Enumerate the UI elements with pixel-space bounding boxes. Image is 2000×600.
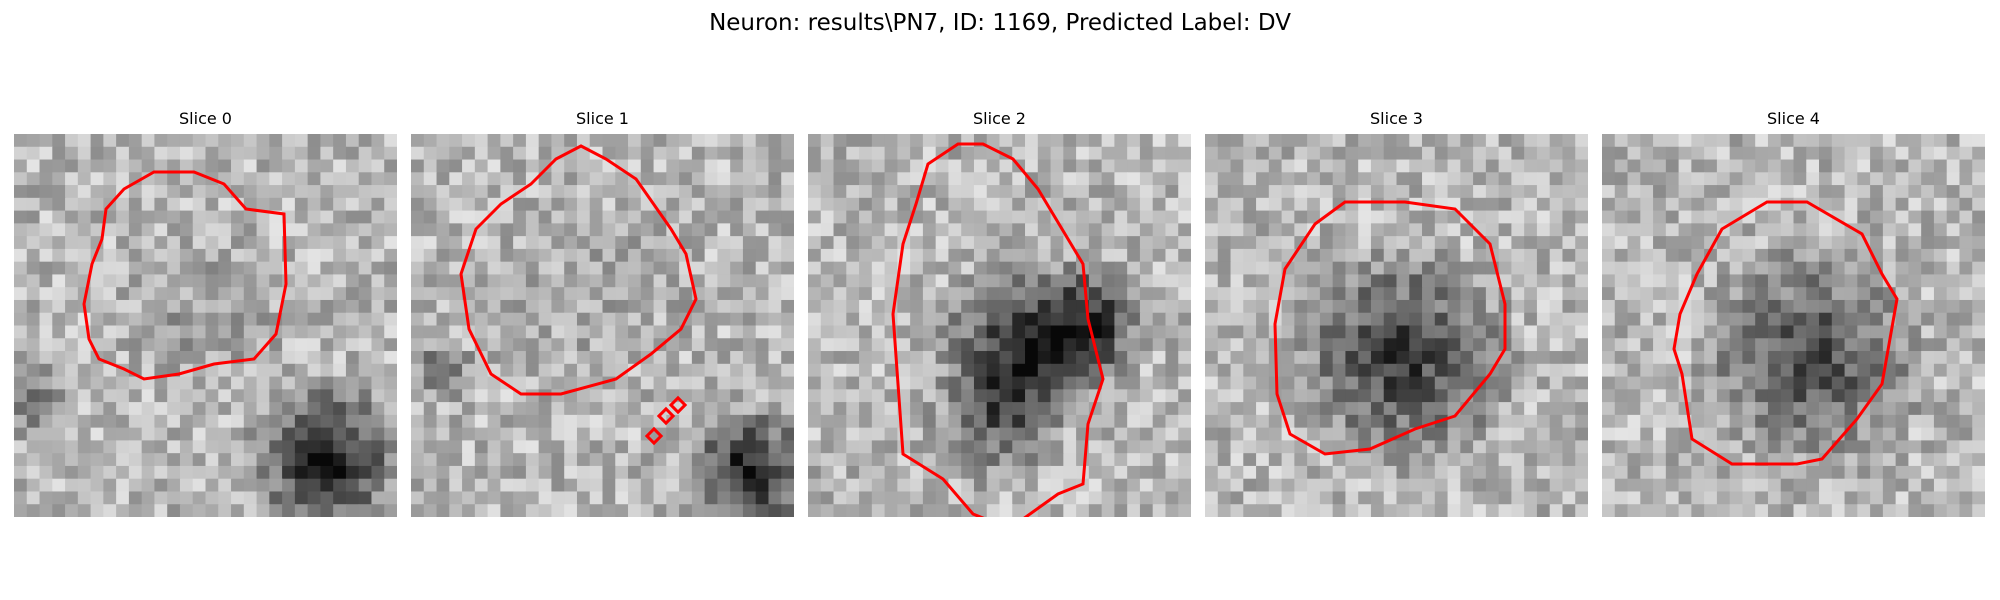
slice-4-image bbox=[1602, 134, 1985, 517]
slice-2-image bbox=[808, 134, 1191, 517]
slice-1-title: Slice 1 bbox=[576, 109, 629, 128]
slice-0-pixels bbox=[14, 134, 397, 517]
figure-title: Neuron: results\PN7, ID: 1169, Predicted… bbox=[709, 10, 1291, 36]
slice-1-contour-fragment bbox=[644, 426, 664, 446]
slice-1-svg bbox=[411, 134, 794, 517]
slice-4-pixels bbox=[1602, 134, 1985, 517]
slice-4-title: Slice 4 bbox=[1767, 109, 1820, 128]
slice-3-contour bbox=[1273, 200, 1507, 456]
slice-3-image bbox=[1205, 134, 1588, 517]
slice-1-contour-fragment bbox=[656, 406, 676, 426]
slice-2-title: Slice 2 bbox=[973, 109, 1026, 128]
slice-0-image bbox=[14, 134, 397, 517]
slice-4-contour bbox=[1672, 200, 1899, 466]
slice-3-svg bbox=[1205, 134, 1588, 517]
slice-1-pixels bbox=[411, 134, 794, 517]
slice-2-contour bbox=[891, 142, 1105, 517]
slice-0-title: Slice 0 bbox=[179, 109, 232, 128]
slice-2-svg bbox=[808, 134, 1191, 517]
slice-4-svg bbox=[1602, 134, 1985, 517]
slice-2-pixels bbox=[808, 134, 1191, 517]
slice-3-title: Slice 3 bbox=[1370, 109, 1423, 128]
slice-1-contour bbox=[459, 144, 698, 396]
slice-0-svg bbox=[14, 134, 397, 517]
slice-1-contour-fragment bbox=[668, 395, 688, 415]
slice-0-contour bbox=[82, 170, 288, 381]
slice-1-image bbox=[411, 134, 794, 517]
slice-3-pixels bbox=[1205, 134, 1588, 517]
